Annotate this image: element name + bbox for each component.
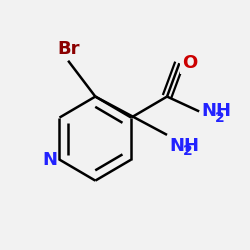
Text: Br: Br — [57, 40, 80, 58]
Text: NH: NH — [202, 102, 232, 120]
Text: NH: NH — [170, 137, 200, 155]
Text: O: O — [182, 54, 197, 72]
Text: 2: 2 — [183, 144, 193, 158]
Text: N: N — [42, 150, 57, 168]
Text: 2: 2 — [215, 110, 225, 124]
